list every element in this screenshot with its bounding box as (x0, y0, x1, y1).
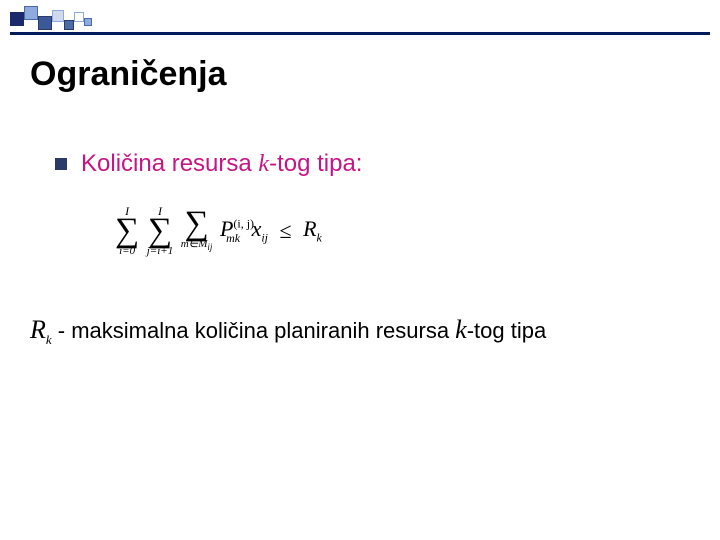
R-sub: k (317, 231, 322, 245)
relation: ≤ (280, 218, 292, 244)
sum-3: ∑ m∈Mij (181, 210, 213, 252)
sum3-lower: m∈Mij (181, 239, 213, 252)
footnote-mid: - maksimalna količina planiranih resursa (52, 318, 456, 343)
term-R: Rk (303, 216, 322, 245)
bullet-prefix: Količina resursa (81, 150, 258, 177)
bullet-suffix: -tog tipa: (269, 150, 362, 177)
deco-square (74, 12, 84, 22)
sum3-lower-sub: ij (207, 242, 212, 252)
footnote: Rk - maksimalna količina planiranih resu… (30, 315, 546, 348)
bullet-k: k (258, 151, 269, 177)
sigma-icon: ∑ (147, 217, 173, 246)
term-x: xij (252, 216, 268, 245)
formula: I ∑ i=0 I ∑ j=i+1 ∑ m∈Mij P(i, j)mk xij … (115, 205, 322, 257)
R: R (303, 216, 316, 241)
slide-title: Ograničenja (30, 55, 227, 94)
footnote-Rk: Rk (30, 315, 52, 344)
sigma-icon: ∑ (115, 217, 139, 246)
bullet-text: Količina resursa k-tog tipa: (81, 150, 362, 178)
x: x (252, 216, 262, 241)
term-P: P(i, j)mk (220, 216, 240, 245)
deco-square (64, 20, 74, 30)
footnote-tail: -tog tipa (467, 318, 547, 343)
footnote-R: R (30, 315, 46, 344)
deco-square (52, 10, 64, 22)
deco-square (10, 12, 24, 26)
deco-square (84, 18, 92, 26)
x-sub: ij (261, 231, 268, 245)
deco-square (38, 16, 52, 30)
deco-square (24, 6, 38, 20)
sigma-icon: ∑ (181, 210, 213, 239)
P-sub: mk (226, 231, 240, 245)
title-rule (10, 32, 710, 35)
bullet-item: Količina resursa k-tog tipa: (55, 150, 362, 178)
footnote-k: k (455, 315, 467, 344)
corner-decoration (10, 6, 92, 30)
sum-2: I ∑ j=i+1 (147, 205, 173, 257)
sum-1: I ∑ i=0 (115, 205, 139, 257)
sum2-lower: j=i+1 (147, 246, 173, 257)
bullet-icon (55, 158, 67, 170)
sum3-lower-main: m∈M (181, 238, 208, 250)
